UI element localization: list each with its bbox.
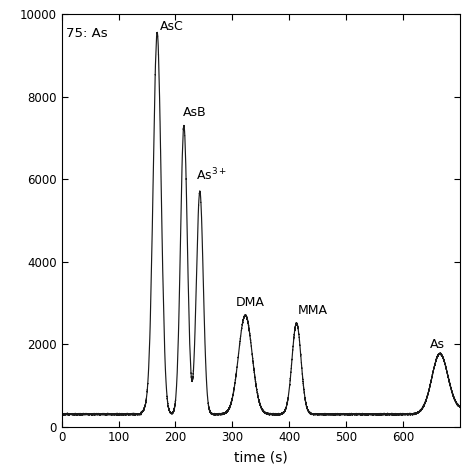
Text: DMA: DMA <box>236 296 265 309</box>
Text: As$^{3+}$: As$^{3+}$ <box>196 167 227 183</box>
Text: MMA: MMA <box>298 304 328 317</box>
X-axis label: time (s): time (s) <box>234 450 288 464</box>
Text: 75: As: 75: As <box>66 27 108 40</box>
Text: AsB: AsB <box>183 106 207 119</box>
Text: As: As <box>429 338 445 351</box>
Text: AsC: AsC <box>159 20 183 33</box>
